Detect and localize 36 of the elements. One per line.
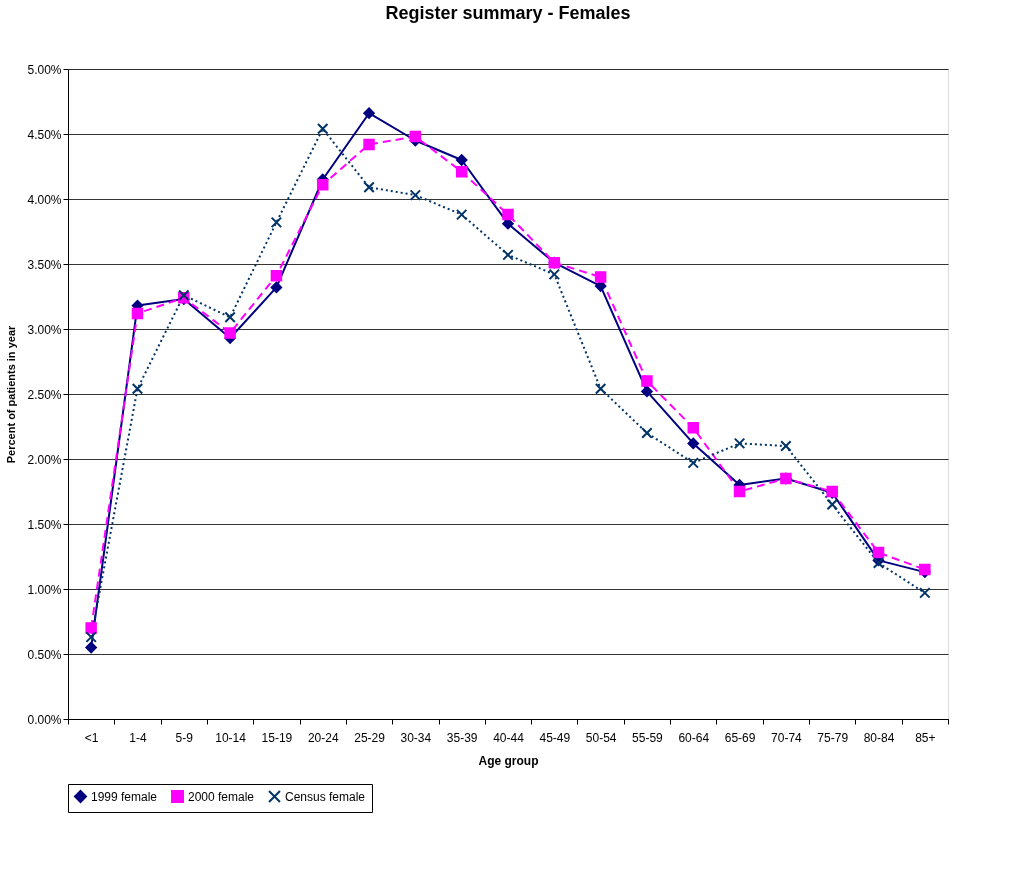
y-tick-label: 2.00% xyxy=(27,452,62,467)
x-tick-label: <1 xyxy=(84,730,99,745)
y-tick-label: 1.50% xyxy=(27,517,62,532)
x-tick-label: 55-59 xyxy=(632,730,664,745)
legend-label: 2000 female xyxy=(188,789,255,804)
x-tick-label: 65-69 xyxy=(724,730,756,745)
x-tick-label: 35-39 xyxy=(446,730,478,745)
x-tick-label: 20-24 xyxy=(307,730,339,745)
x-tick-label: 10-14 xyxy=(215,730,247,745)
x-tick-label: 1-4 xyxy=(129,730,147,745)
x-tick-label: 30-34 xyxy=(400,730,432,745)
y-tick-label: 3.00% xyxy=(27,322,62,337)
x-tick-label: 75-79 xyxy=(817,730,849,745)
y-tick-label: 0.50% xyxy=(27,647,62,662)
x-tick-label: 50-54 xyxy=(585,730,617,745)
x-tick-label: 25-29 xyxy=(354,730,386,745)
x-tick-label: 80-84 xyxy=(863,730,895,745)
y-axis-title: Percent of patients in year xyxy=(5,325,18,464)
x-tick-label: 5-9 xyxy=(175,730,194,745)
y-tick-label: 1.00% xyxy=(27,582,62,597)
legend-label: 1999 female xyxy=(91,789,158,804)
legend-label: Census female xyxy=(285,789,366,804)
x-tick-label: 85+ xyxy=(915,730,936,745)
x-tick-label: 45-49 xyxy=(539,730,571,745)
y-tick-label: 2.50% xyxy=(27,387,62,402)
y-tick-label: 4.00% xyxy=(27,192,62,207)
x-tick-label: 15-19 xyxy=(261,730,293,745)
x-tick-label: 60-64 xyxy=(678,730,710,745)
x-tick-label: 70-74 xyxy=(771,730,803,745)
y-tick-label: 0.00% xyxy=(27,712,62,727)
chart-title: Register summary - Females xyxy=(385,3,631,23)
x-axis-title: Age group xyxy=(478,753,539,768)
y-tick-label: 3.50% xyxy=(27,257,62,272)
y-tick-label: 4.50% xyxy=(27,127,62,142)
x-tick-label: 40-44 xyxy=(493,730,525,745)
y-tick-label: 5.00% xyxy=(27,62,62,77)
